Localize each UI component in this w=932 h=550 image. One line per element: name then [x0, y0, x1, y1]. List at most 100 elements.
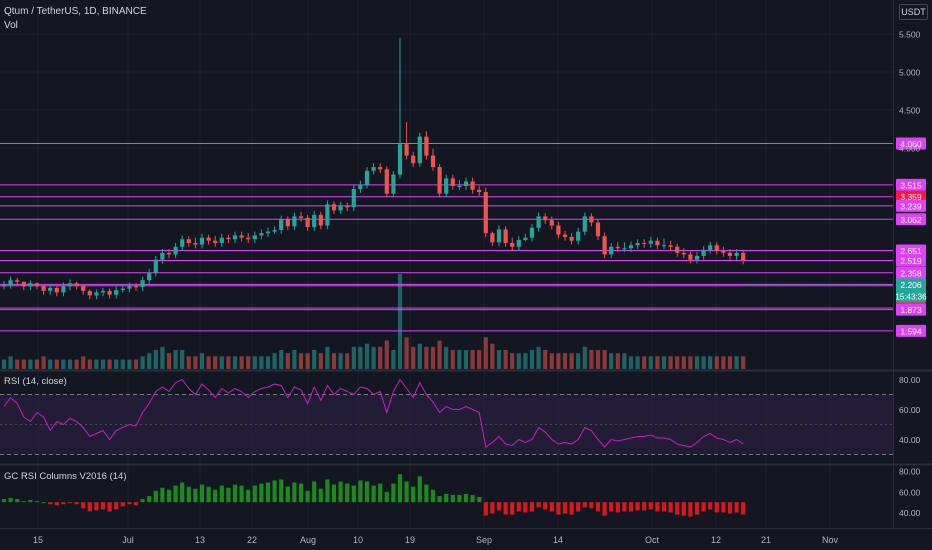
candle-body	[411, 155, 416, 164]
volume-bar	[463, 350, 469, 369]
candle-body	[490, 233, 495, 243]
candle-body	[8, 280, 13, 285]
rsi-column	[265, 482, 271, 503]
volume-bar	[28, 359, 33, 369]
rsi-column	[609, 502, 614, 512]
rsi-column	[206, 486, 211, 503]
candle-body	[556, 225, 561, 235]
rsi-column	[642, 502, 647, 511]
price-level-label-box	[896, 244, 926, 257]
last-price-label: 2.206	[900, 280, 922, 290]
rsi-column	[153, 490, 158, 503]
time-tick: Nov	[822, 535, 839, 545]
candle-body	[529, 227, 535, 238]
candle-body	[661, 245, 667, 247]
price-level-label: 4.060	[900, 139, 922, 149]
rsi-column	[477, 497, 482, 503]
rsi-column	[259, 483, 264, 503]
volume-bar	[193, 356, 198, 369]
rsi-column	[628, 502, 634, 512]
rsi-column	[655, 502, 660, 512]
rsi-column	[450, 494, 455, 503]
volume-bar	[239, 356, 244, 369]
volume-bar	[569, 353, 574, 369]
volume-bar	[490, 343, 495, 369]
rsi-column	[536, 502, 541, 508]
candle-body	[345, 205, 350, 208]
rsi-column	[8, 498, 13, 503]
time-tick: 21	[761, 535, 771, 545]
rsi-column	[463, 493, 469, 503]
volume-bar	[325, 346, 330, 369]
candle-body	[668, 245, 673, 247]
volume-bar	[351, 346, 356, 369]
volume-bar	[133, 359, 139, 369]
rsi-tick: 60.00	[899, 405, 921, 415]
rsi-column	[28, 500, 33, 503]
candle-body	[364, 170, 370, 185]
rsi-column	[1, 499, 7, 503]
candle-body	[127, 286, 132, 289]
candle-body	[727, 252, 733, 256]
volume-bar	[259, 356, 264, 369]
volume-bar	[206, 356, 211, 369]
rsi-column	[74, 502, 79, 505]
rsi-column	[694, 502, 700, 515]
volume-bar	[411, 346, 416, 369]
volume-bar	[483, 337, 488, 369]
candle-body	[510, 243, 515, 247]
volume-bar	[391, 350, 396, 369]
volume-bar	[503, 350, 508, 369]
volume-bar	[272, 353, 277, 369]
rsi-column	[430, 489, 436, 503]
rsi-column	[397, 474, 403, 503]
price-level-label-box	[896, 254, 926, 267]
candle-body	[338, 205, 343, 211]
volume-bar	[94, 359, 99, 369]
candle-body	[675, 246, 680, 253]
rsi-column	[529, 502, 535, 512]
rsi-column	[180, 482, 185, 503]
volume-bar	[54, 359, 59, 369]
symbol-title[interactable]: Qtum / TetherUS, 1D, BINANCE	[4, 6, 147, 17]
volume-bar	[100, 359, 106, 369]
candle-body	[114, 290, 119, 295]
price-tick: 4.000	[899, 144, 921, 154]
volume-bar	[120, 359, 125, 369]
rsi-column	[160, 487, 165, 503]
rsi-column	[147, 495, 152, 503]
candle-body	[246, 237, 251, 240]
candle-body	[34, 283, 40, 286]
rsi-column	[94, 502, 99, 511]
rsi-column	[490, 502, 495, 514]
columns-title: GC RSI Columns V2016 (14)	[4, 471, 127, 482]
rsi-column	[589, 502, 594, 509]
candle-body	[384, 169, 389, 194]
rsi-column	[404, 481, 409, 503]
currency-selector[interactable]: USDT	[899, 4, 928, 20]
rsi-column	[61, 502, 66, 505]
rsi-column	[338, 481, 343, 503]
volume-bar	[628, 356, 634, 369]
rsi-column	[107, 502, 112, 512]
volume-bar	[543, 350, 548, 369]
volume-bar	[305, 353, 310, 369]
candle-body	[437, 167, 442, 194]
time-tick: 10	[353, 535, 363, 545]
volume-bar	[701, 356, 706, 369]
rsi-column	[701, 502, 706, 512]
candle-body	[503, 229, 508, 243]
volume-bar	[41, 356, 46, 369]
volume-bar	[523, 353, 528, 369]
price-level-label: 2.358	[900, 268, 922, 278]
volume-bar	[708, 356, 713, 369]
volume-bar	[424, 346, 429, 369]
volume-bar	[15, 359, 20, 369]
rsi-column	[648, 502, 653, 510]
volume-bar	[127, 359, 132, 369]
rsi-column	[582, 502, 587, 508]
time-tick: 22	[247, 535, 257, 545]
candle-body	[741, 252, 746, 261]
price-level-label: 2.519	[900, 256, 922, 266]
volume-bar	[107, 359, 112, 369]
